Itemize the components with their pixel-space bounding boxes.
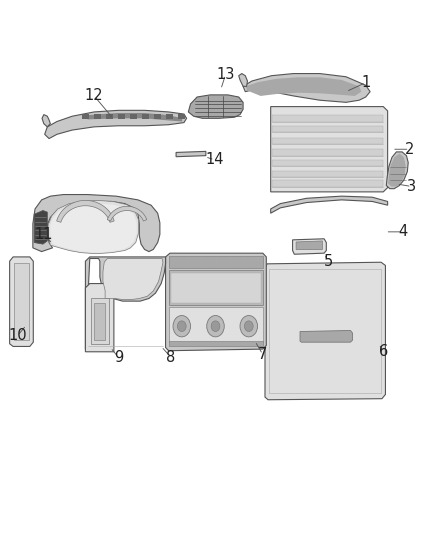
Polygon shape xyxy=(169,341,263,346)
Polygon shape xyxy=(272,149,383,156)
Polygon shape xyxy=(271,196,388,213)
Text: 12: 12 xyxy=(85,88,103,103)
Polygon shape xyxy=(154,114,161,119)
Polygon shape xyxy=(14,263,29,340)
Polygon shape xyxy=(166,114,173,119)
Polygon shape xyxy=(272,126,383,132)
Text: 1: 1 xyxy=(361,75,371,90)
Text: 3: 3 xyxy=(407,179,416,194)
Polygon shape xyxy=(272,180,383,187)
Circle shape xyxy=(240,316,258,337)
Polygon shape xyxy=(33,195,160,252)
Text: 6: 6 xyxy=(378,344,388,359)
Polygon shape xyxy=(169,307,263,342)
Text: 5: 5 xyxy=(324,254,333,269)
Polygon shape xyxy=(130,114,137,119)
Polygon shape xyxy=(169,256,263,268)
Text: 9: 9 xyxy=(113,350,123,365)
Polygon shape xyxy=(34,211,47,244)
Text: 8: 8 xyxy=(166,350,176,365)
Polygon shape xyxy=(178,114,185,119)
Circle shape xyxy=(207,316,224,337)
Polygon shape xyxy=(271,107,388,192)
Polygon shape xyxy=(243,74,370,102)
Text: 7: 7 xyxy=(258,347,268,362)
Text: 14: 14 xyxy=(205,152,224,167)
Polygon shape xyxy=(176,151,206,157)
Polygon shape xyxy=(88,113,182,122)
Polygon shape xyxy=(188,95,243,118)
Polygon shape xyxy=(265,262,385,400)
Polygon shape xyxy=(118,114,125,119)
Polygon shape xyxy=(82,114,89,119)
Text: 13: 13 xyxy=(216,67,235,82)
Polygon shape xyxy=(239,74,247,86)
Polygon shape xyxy=(94,303,105,340)
Polygon shape xyxy=(45,110,187,139)
Polygon shape xyxy=(142,114,149,119)
Polygon shape xyxy=(293,239,326,254)
Polygon shape xyxy=(169,270,263,305)
Polygon shape xyxy=(107,206,147,221)
Polygon shape xyxy=(245,77,361,96)
Text: 10: 10 xyxy=(8,328,27,343)
Text: 4: 4 xyxy=(398,224,408,239)
Polygon shape xyxy=(166,253,266,351)
Text: 2: 2 xyxy=(405,142,414,157)
Polygon shape xyxy=(94,114,101,119)
Circle shape xyxy=(211,321,220,332)
Polygon shape xyxy=(272,171,383,177)
Polygon shape xyxy=(171,273,261,303)
Text: 11: 11 xyxy=(35,227,53,242)
Circle shape xyxy=(244,321,253,332)
Polygon shape xyxy=(300,330,353,342)
Polygon shape xyxy=(272,160,383,166)
Polygon shape xyxy=(388,154,406,187)
Polygon shape xyxy=(91,298,109,344)
Polygon shape xyxy=(48,200,138,254)
Polygon shape xyxy=(272,115,383,122)
Circle shape xyxy=(177,321,186,332)
Polygon shape xyxy=(42,115,50,127)
Polygon shape xyxy=(272,138,383,144)
Circle shape xyxy=(173,316,191,337)
Polygon shape xyxy=(57,200,114,222)
Polygon shape xyxy=(106,114,113,119)
Polygon shape xyxy=(10,257,33,346)
Polygon shape xyxy=(50,204,137,253)
Polygon shape xyxy=(85,257,166,349)
Polygon shape xyxy=(296,241,322,249)
Polygon shape xyxy=(103,259,163,300)
Polygon shape xyxy=(386,152,408,189)
Polygon shape xyxy=(85,284,114,352)
